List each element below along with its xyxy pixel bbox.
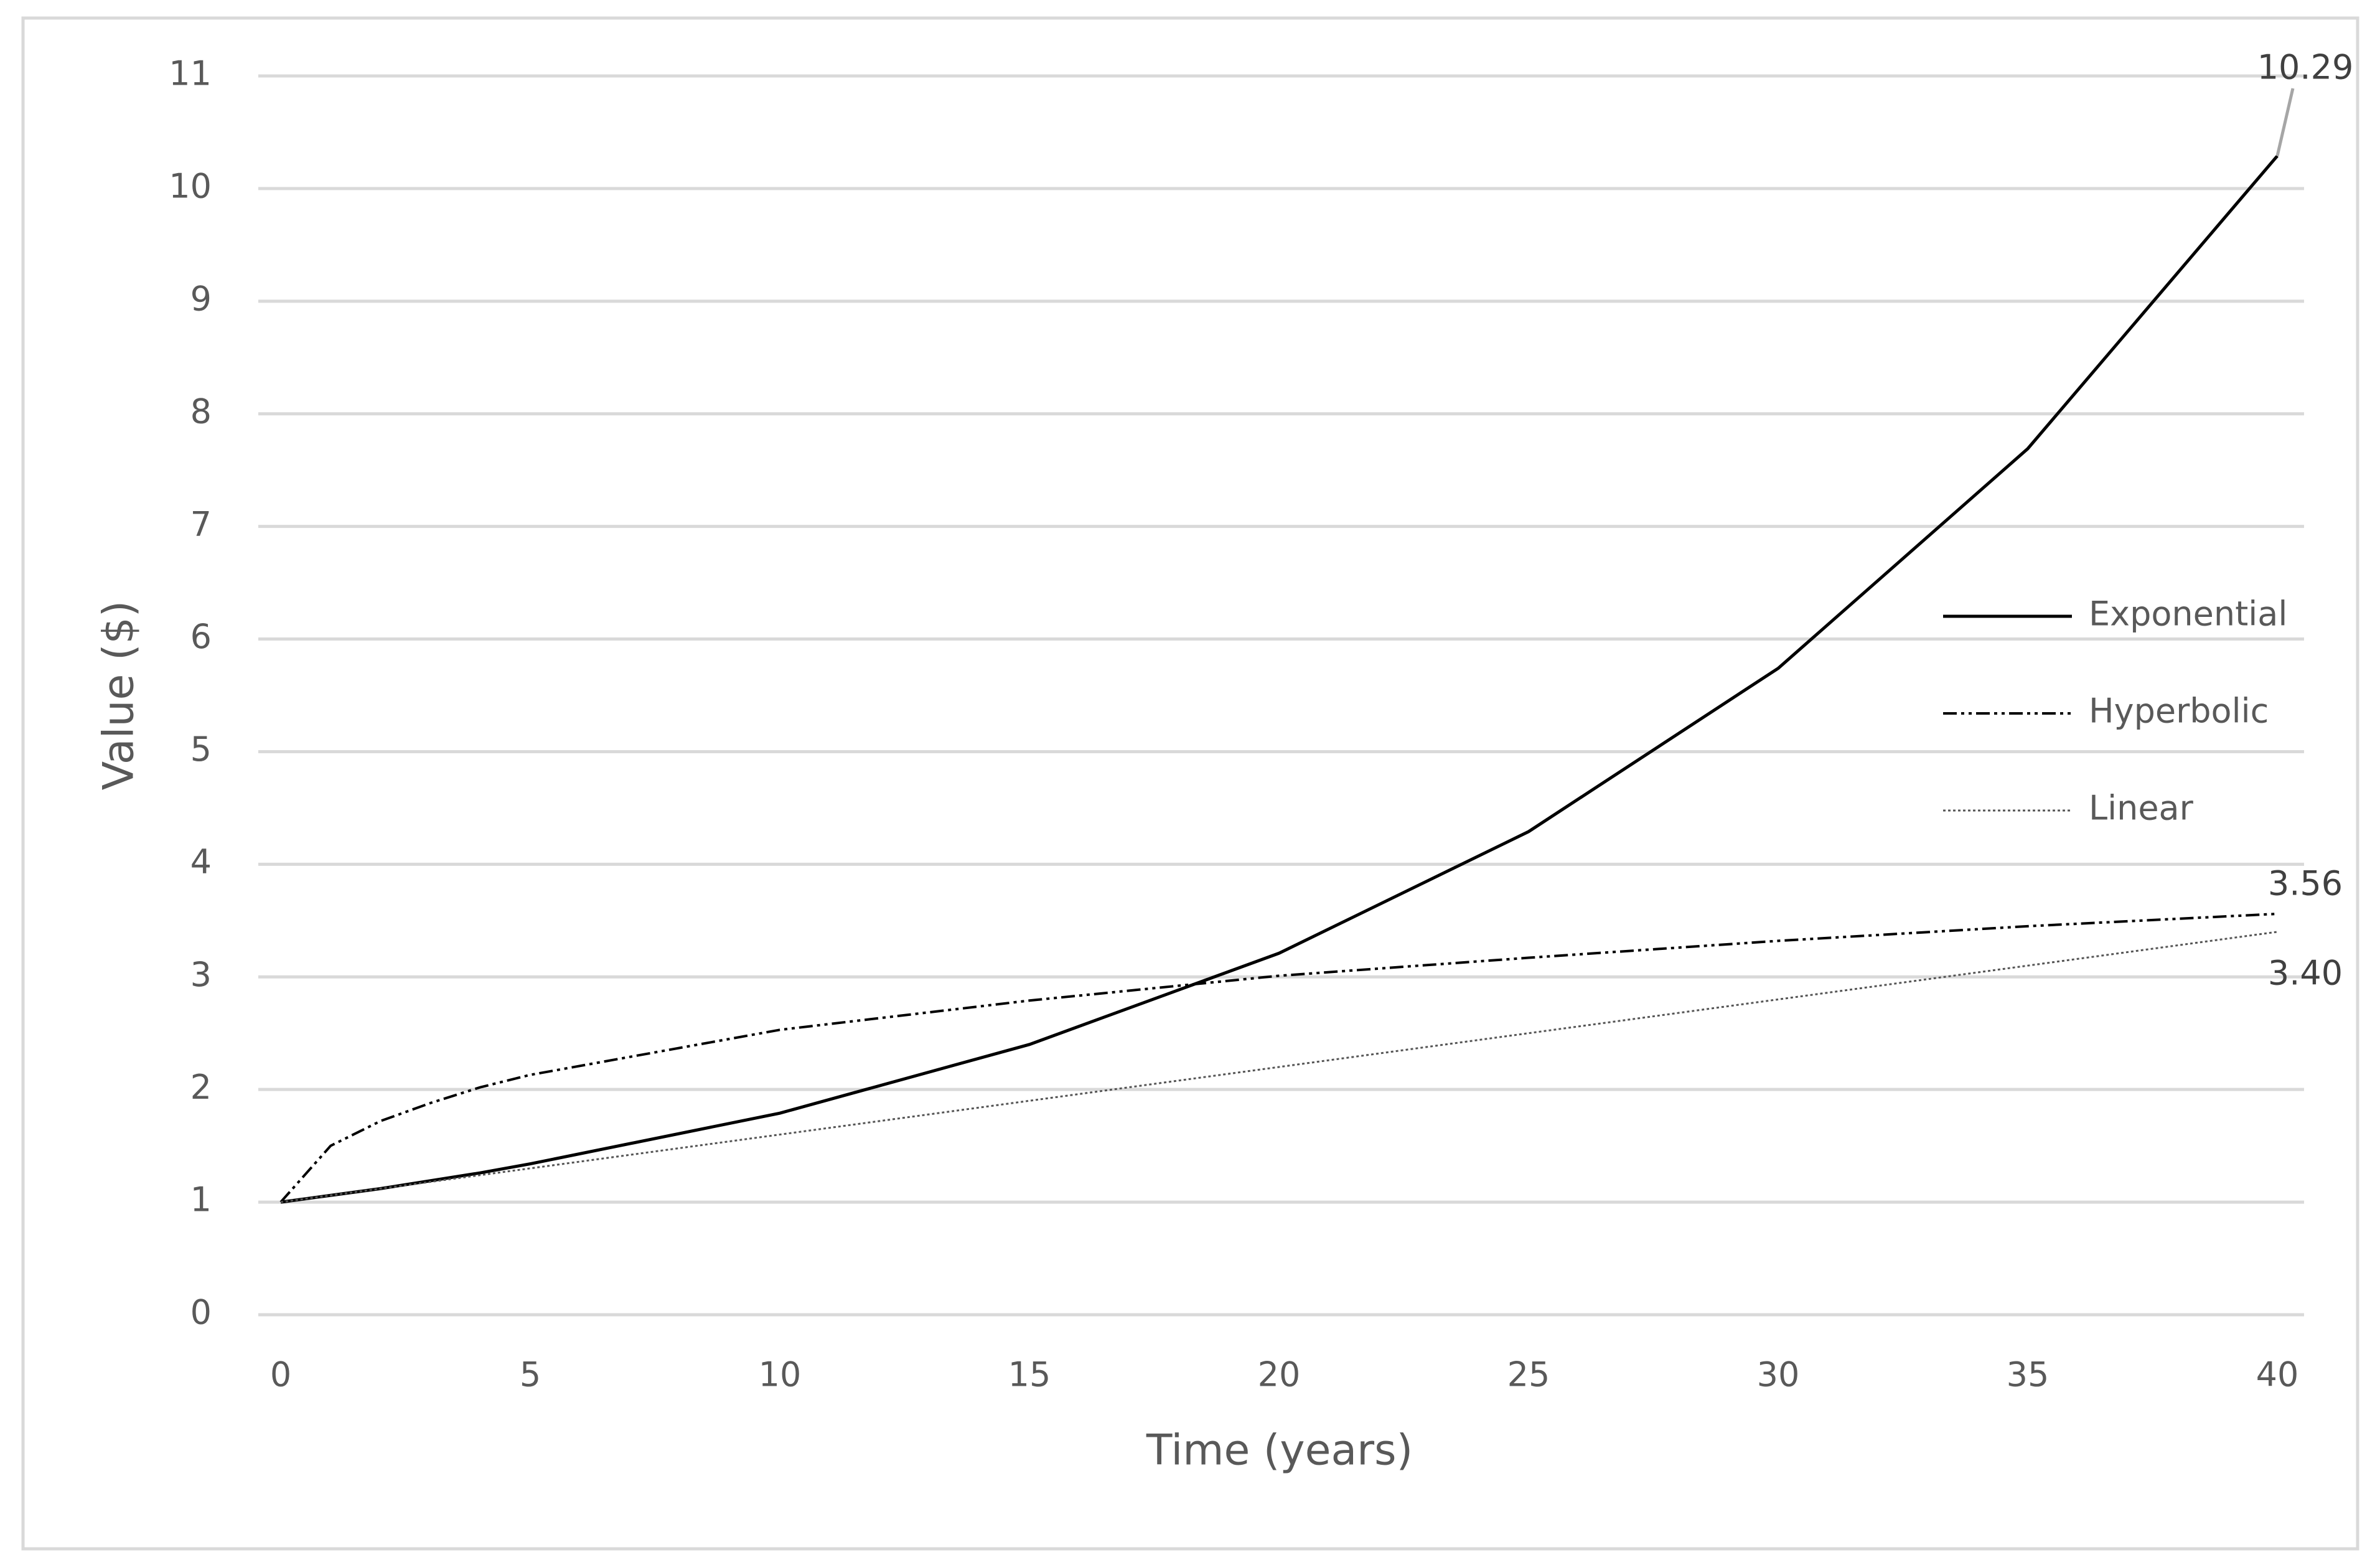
x-tick-label: 40 xyxy=(2256,1355,2299,1394)
x-tick-label: 25 xyxy=(1507,1355,1550,1394)
series-line xyxy=(279,912,2278,1203)
y-tick-label: 0 xyxy=(190,1293,212,1332)
data-label: 3.40 xyxy=(2268,954,2343,993)
y-tick-label: 11 xyxy=(169,54,212,93)
y-axis-title: Value ($) xyxy=(95,601,144,791)
x-axis-title: Time (years) xyxy=(1146,1426,1413,1475)
data-label: 3.56 xyxy=(2268,864,2343,903)
y-tick-label: 9 xyxy=(190,279,212,318)
y-tick-label: 1 xyxy=(190,1180,212,1220)
x-tick-label: 35 xyxy=(2007,1355,2050,1394)
y-tick-label: 4 xyxy=(190,842,212,881)
y-tick-label: 2 xyxy=(190,1068,212,1107)
x-tick-label: 0 xyxy=(270,1355,291,1394)
y-tick-label: 3 xyxy=(190,955,212,994)
y-tick-label: 6 xyxy=(190,617,212,656)
x-tick-label: 10 xyxy=(759,1355,802,1394)
y-tick-label: 7 xyxy=(190,504,212,543)
y-tick-label: 10 xyxy=(169,167,212,206)
legend-label: Hyperbolic xyxy=(2089,692,2269,731)
leader-line xyxy=(2275,88,2295,157)
series-line xyxy=(280,931,2278,1203)
x-tick-label: 15 xyxy=(1008,1355,1051,1394)
y-tick-label: 8 xyxy=(190,392,212,431)
legend-label: Exponential xyxy=(2089,595,2287,634)
x-tick-label: 20 xyxy=(1258,1355,1301,1394)
legend-label: Linear xyxy=(2089,789,2194,828)
chart-border xyxy=(21,16,2359,1551)
data-label: 10.29 xyxy=(2257,48,2354,87)
x-tick-label: 30 xyxy=(1757,1355,1800,1394)
x-tick-label: 5 xyxy=(520,1355,541,1394)
y-tick-label: 5 xyxy=(190,730,212,769)
